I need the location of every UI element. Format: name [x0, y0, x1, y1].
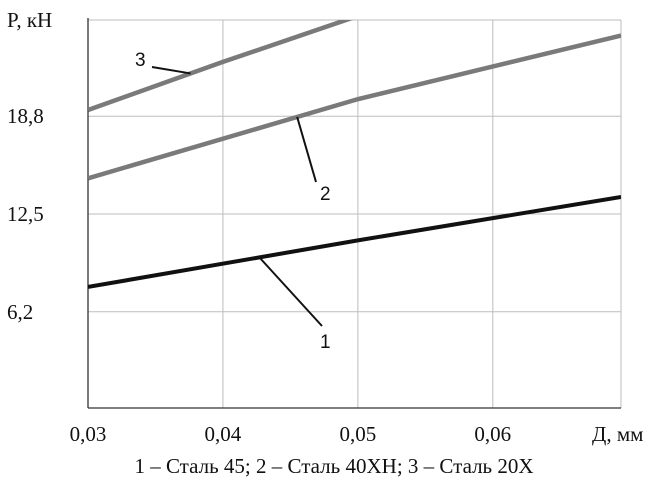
x-tick-label: 0,05 [339, 422, 376, 446]
x-tick-label: 0,04 [205, 422, 242, 446]
tick-labels: 0,03 0,04 0,05 0,06 6,2 12,5 18,8 [7, 104, 511, 446]
x-tick-label: 0,06 [474, 422, 511, 446]
legend-caption: 1 – Сталь 45; 2 – Сталь 40ХН; 3 – Сталь … [134, 454, 534, 478]
y-tick-label: 12,5 [7, 202, 44, 226]
y-tick-label: 6,2 [7, 300, 33, 324]
callout-leader-3 [151, 66, 191, 75]
grid [88, 19, 622, 408]
series-line-2 [88, 33, 621, 181]
callout-label-1: 1 [320, 332, 331, 353]
x-tick-label: 0,03 [70, 422, 107, 446]
series-line-3 [88, 20, 354, 113]
callout-leader-1 [258, 256, 323, 327]
callout-leader-2 [296, 116, 317, 183]
series-callouts: 1 2 3 [135, 50, 331, 353]
x-axis-label: Д, мм [592, 422, 643, 446]
callout-label-2: 2 [320, 184, 331, 205]
axes [87, 18, 621, 409]
line-chart: 1 2 3 0,03 0,04 0,05 0,06 6,2 12,5 18,8 P, кН Д,… [7, 8, 643, 446]
y-tick-label: 18,8 [7, 104, 44, 128]
callout-label-3: 3 [135, 50, 146, 71]
series-lines [88, 20, 621, 289]
y-axis-label: P, кН [7, 8, 52, 32]
series-line-1 [88, 194, 621, 289]
